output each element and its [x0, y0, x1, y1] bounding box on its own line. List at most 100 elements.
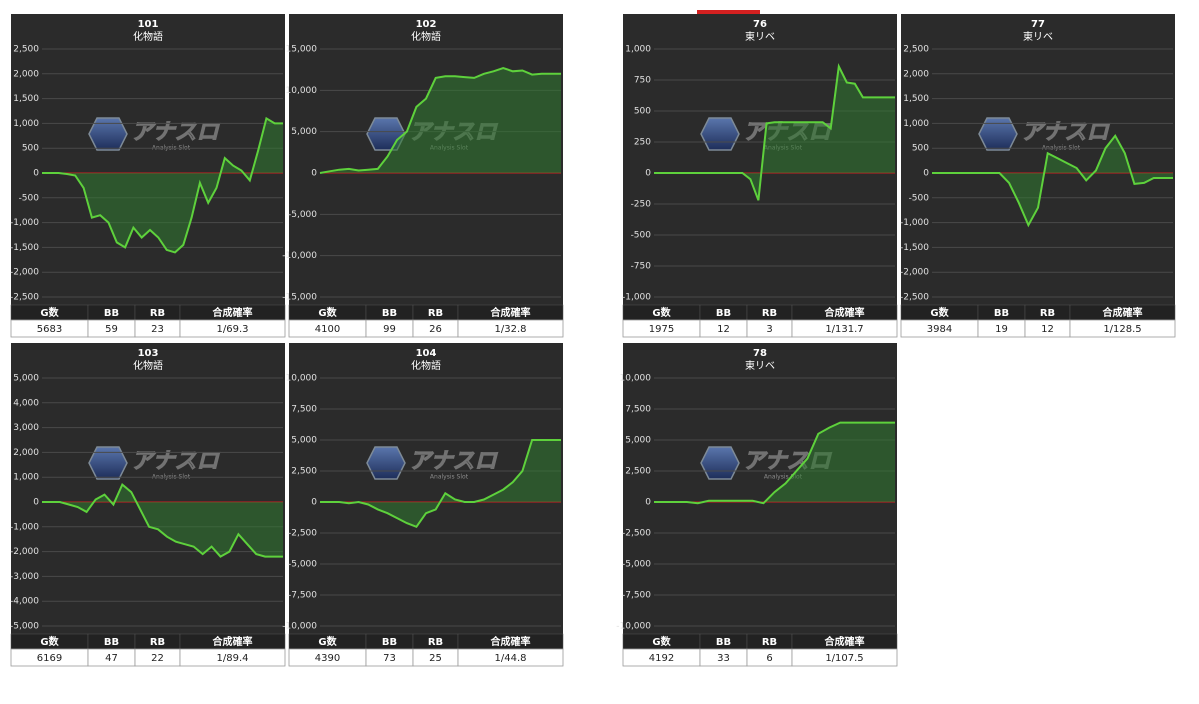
y-tick-label: -1,000 — [10, 522, 39, 532]
chart-subtitle: 化物語 — [133, 30, 163, 43]
watermark-logo — [366, 446, 406, 480]
y-tick-label: -250 — [631, 200, 652, 210]
table-header: BB — [716, 308, 731, 319]
table-value: 99 — [383, 324, 396, 335]
table-value: 1/69.3 — [217, 324, 249, 335]
table-header: BB — [716, 637, 731, 648]
line — [320, 439, 561, 529]
table-value: 1/128.5 — [1103, 324, 1141, 335]
y-tick-label: 5,000 — [291, 436, 317, 446]
y-tick-label: -7,500 — [288, 591, 317, 601]
chart-subtitle: 化物語 — [133, 359, 163, 372]
table-header: 合成確率 — [490, 635, 531, 648]
y-tick-label: -1,500 — [900, 243, 929, 253]
area — [932, 135, 1173, 226]
table-value: 12 — [1041, 324, 1054, 335]
y-tick-label: 0 — [33, 169, 39, 179]
y-tick-label: 2,500 — [13, 45, 39, 55]
table-value: 73 — [383, 653, 396, 664]
y-tick-label: 500 — [634, 107, 651, 117]
y-tick-label: 0 — [645, 169, 651, 179]
table-header: BB — [104, 308, 119, 319]
y-tick-label: -2,000 — [900, 268, 929, 278]
top-strip — [697, 10, 760, 14]
table-cell — [1069, 319, 1176, 338]
area — [320, 68, 561, 173]
table-value: 4390 — [315, 653, 340, 664]
chart-title: 76 — [753, 19, 767, 30]
y-tick-label: -1,000 — [900, 218, 929, 228]
y-tick-label: 2,500 — [625, 467, 651, 477]
y-tick-label: -2,500 — [10, 293, 39, 303]
y-tick-label: -10,000 — [616, 622, 651, 632]
y-tick-label: -500 — [631, 231, 652, 241]
line — [42, 482, 283, 558]
y-tick-label: -2,500 — [622, 529, 651, 539]
y-tick-label: 1,500 — [13, 94, 39, 104]
line — [932, 133, 1173, 228]
y-tick-label: -5,000 — [622, 560, 651, 570]
line — [654, 421, 895, 505]
y-tick-label: -10,000 — [282, 251, 317, 261]
y-tick-label: -10,000 — [282, 622, 317, 632]
table-value: 6169 — [37, 653, 62, 664]
y-tick-label: -5,000 — [10, 622, 39, 632]
y-tick-label: -1,000 — [622, 293, 651, 303]
table-header: RB — [150, 637, 165, 648]
table-value: 4192 — [649, 653, 674, 664]
chart-subtitle: 東リベ — [745, 30, 775, 43]
table-value: 22 — [151, 653, 164, 664]
y-tick-label: -1,500 — [10, 243, 39, 253]
y-tick-label: 2,000 — [13, 448, 39, 458]
table-value: 5683 — [37, 324, 62, 335]
chart-subtitle: 化物語 — [411, 30, 441, 43]
y-tick-label: 1,000 — [13, 119, 39, 129]
y-tick-label: -2,000 — [10, 268, 39, 278]
area — [654, 422, 895, 504]
chart-subtitle: 東リベ — [745, 359, 775, 372]
y-tick-label: 0 — [645, 498, 651, 508]
table-header: G数 — [652, 635, 671, 648]
y-tick-label: 2,500 — [291, 467, 317, 477]
chart-panel — [901, 14, 1175, 305]
y-tick-label: 0 — [33, 498, 39, 508]
table-header: G数 — [40, 635, 59, 648]
table-value: 26 — [429, 324, 442, 335]
table-header: G数 — [318, 306, 337, 319]
y-tick-label: 10,000 — [620, 374, 652, 384]
y-tick-label: -4,000 — [10, 597, 39, 607]
chart-panel — [11, 343, 285, 634]
y-tick-label: -7,500 — [622, 591, 651, 601]
table-cell — [457, 319, 564, 338]
table-value: 1/44.8 — [495, 653, 527, 664]
table-value: 59 — [105, 324, 118, 335]
table-value: 25 — [429, 653, 442, 664]
y-tick-label: 250 — [634, 138, 651, 148]
chart-title: 101 — [138, 19, 159, 30]
table-value: 19 — [995, 324, 1008, 335]
watermark-title: アナスロ — [409, 449, 499, 474]
table-header: 合成確率 — [824, 635, 865, 648]
table-header: RB — [1040, 308, 1055, 319]
table-value: 3 — [766, 324, 772, 335]
area — [42, 118, 283, 253]
table-header: RB — [428, 308, 443, 319]
chart-subtitle: 化物語 — [411, 359, 441, 372]
y-tick-label: -2,500 — [288, 529, 317, 539]
table-cell — [791, 648, 898, 667]
y-tick-label: 750 — [634, 76, 651, 86]
y-tick-label: 1,000 — [625, 45, 651, 55]
y-tick-label: 2,500 — [903, 45, 929, 55]
table-header: G数 — [318, 635, 337, 648]
area — [320, 440, 561, 527]
y-tick-label: 10,000 — [286, 374, 318, 384]
y-tick-label: -3,000 — [10, 572, 39, 582]
watermark-logo — [978, 117, 1018, 151]
chart-title: 104 — [416, 348, 437, 359]
table-header: BB — [104, 637, 119, 648]
table-value: 3984 — [927, 324, 952, 335]
y-tick-label: 0 — [311, 498, 317, 508]
y-tick-label: -5,000 — [288, 210, 317, 220]
